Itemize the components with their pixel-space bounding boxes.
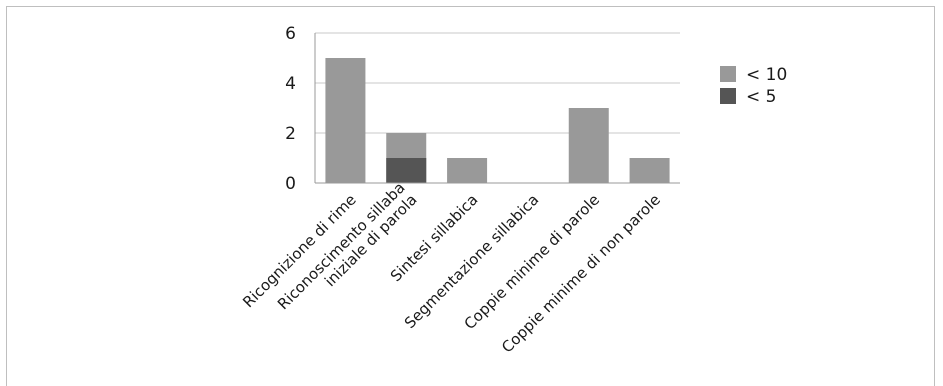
bars (325, 58, 669, 183)
legend-label-0: < 10 (746, 65, 787, 85)
bar-series-0-category-4 (569, 108, 609, 183)
bar-series-1-category-1 (386, 158, 426, 183)
y-tick-label-2: 2 (285, 124, 296, 144)
y-tick-label-4: 4 (285, 74, 296, 94)
gridlines (315, 33, 680, 133)
y-tick-label-6: 6 (285, 24, 296, 44)
bar-series-0-category-0 (325, 58, 365, 183)
legend-swatch-1 (720, 88, 736, 104)
legend-swatch-0 (720, 66, 736, 82)
bar-series-0-category-2 (447, 158, 487, 183)
y-axis: 0 2 4 6 (285, 24, 315, 194)
bar-series-0-category-5 (630, 158, 670, 183)
y-tick-label-0: 0 (285, 174, 296, 194)
legend: < 10< 5 (720, 65, 787, 107)
legend-label-1: < 5 (746, 87, 776, 107)
